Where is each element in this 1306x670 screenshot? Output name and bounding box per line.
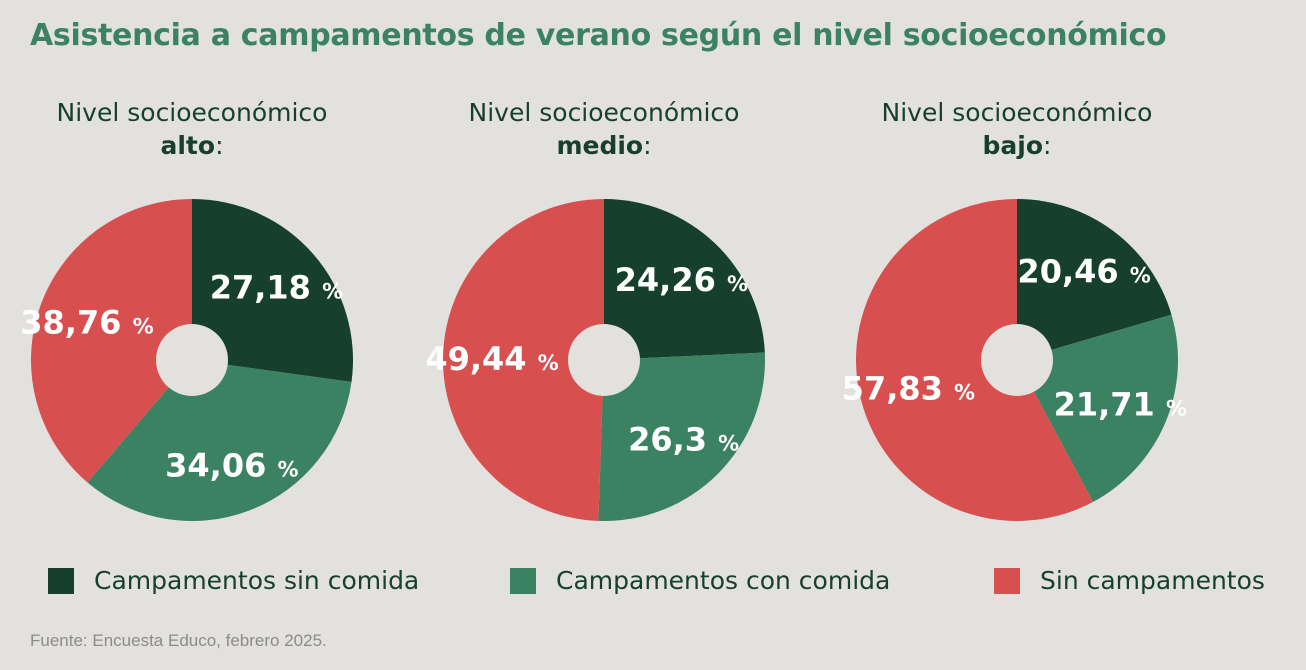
legend-item-sin-comida: Campamentos sin comida (48, 566, 419, 595)
pie-slice (87, 360, 352, 521)
pie-slice-label: 20,46 % (1017, 252, 1150, 290)
pie-chart-alto: Nivel socioeconómico alto: 27,18 % 34,06 … (12, 96, 372, 521)
source-note: Fuente: Encuesta Educo, febrero 2025. (30, 631, 327, 650)
pie-header: Nivel socioeconómico medio: (424, 96, 784, 162)
pie-slice (1017, 199, 1172, 360)
pie-slice (1017, 314, 1178, 502)
legend-label: Campamentos sin comida (94, 566, 420, 595)
pie-header-level: bajo (982, 131, 1044, 160)
pie-slice-label: 57,83 % (842, 369, 975, 407)
legend-label: Campamentos con comida (556, 566, 891, 595)
pie-center-hole (156, 324, 228, 396)
legend-label: Sin campamentos (1040, 566, 1265, 595)
pie-slice-label: 24,26 % (615, 261, 748, 299)
pie-slice (856, 198, 1094, 521)
legend-swatch (994, 567, 1020, 594)
pie-header-suffix: : (215, 131, 224, 160)
pie-slice (598, 352, 765, 521)
pie-center-hole (568, 324, 640, 396)
pie-header-suffix: : (1043, 131, 1052, 160)
pie-slice-label: 27,18 % (210, 268, 343, 306)
pie-center-hole (981, 324, 1053, 396)
pie-slice (192, 199, 353, 382)
legend-item-con-comida: Campamentos con comida (510, 566, 890, 595)
pie-slice-label: 38,76 % (20, 303, 153, 341)
pie-header: Nivel socioeconómico alto: (12, 96, 372, 162)
pie-slice (31, 199, 192, 483)
pie-header: Nivel socioeconómico bajo: (837, 96, 1197, 162)
pie-svg: 24,26 %26,3 %49,44 % (425, 199, 765, 521)
pie-header-suffix: : (643, 131, 652, 160)
legend-swatch (48, 567, 74, 594)
legend-swatch (510, 567, 536, 594)
pie-slice-label: 34,06 % (165, 447, 298, 485)
pie-slice (604, 199, 765, 360)
pie-header-prefix: Nivel socioeconómico (468, 98, 740, 127)
pie-svg: 20,46 % 21,71 % 57,83 % (842, 198, 1187, 521)
pie-header-level: alto (160, 131, 216, 160)
pie-slice-label: 49,44 % (425, 340, 558, 378)
pie-header-prefix: Nivel socioeconómico (881, 98, 1153, 127)
pie-slice-label: 21,71 % (1054, 385, 1187, 423)
legend-item-sin-campamentos: Sin campamentos (994, 566, 1265, 595)
pie-header-prefix: Nivel socioeconómico (56, 98, 328, 127)
pie-slice (442, 199, 604, 521)
pie-header-level: medio (556, 131, 644, 160)
legend: Campamentos sin comida Campamentos con c… (0, 566, 1306, 606)
pie-svg: 27,18 % 34,06 % 38,76 % (20, 199, 353, 521)
pie-chart-bajo: Nivel socioeconómico bajo: 20,46 % 21,71 … (837, 96, 1197, 521)
pie-chart-medio: Nivel socioeconómico medio: 24,26 % 26,3 … (424, 96, 784, 521)
chart-title: Asistencia a campamentos de verano según… (30, 18, 1167, 53)
